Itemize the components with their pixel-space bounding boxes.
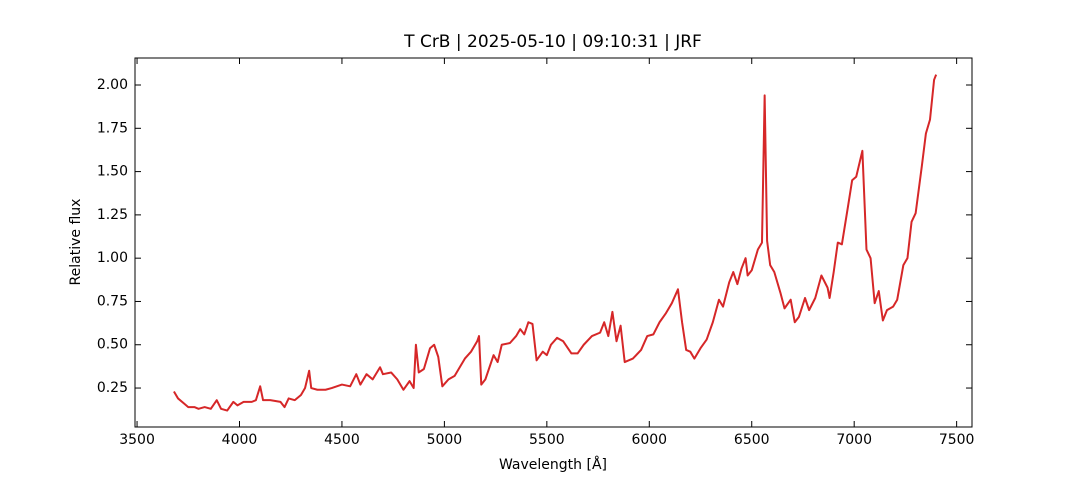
chart-title: T CrB | 2025-05-10 | 09:10:31 | JRF bbox=[403, 32, 702, 52]
y-tick-label: 2.00 bbox=[97, 77, 128, 93]
y-axis-label: Relative flux bbox=[68, 199, 84, 286]
x-tick-label: 6000 bbox=[631, 432, 667, 448]
y-tick-label: 0.50 bbox=[97, 337, 128, 353]
y-tick-label: 1.25 bbox=[97, 207, 128, 223]
x-tick-label: 4500 bbox=[324, 432, 360, 448]
plot-frame bbox=[134, 57, 973, 428]
y-tick-label: 1.00 bbox=[97, 250, 128, 266]
y-tick-label: 1.75 bbox=[97, 120, 128, 136]
x-tick-label: 5500 bbox=[529, 432, 565, 448]
y-tick-label: 0.25 bbox=[97, 380, 128, 396]
spectrum-line bbox=[173, 74, 938, 412]
x-tick-label: 6500 bbox=[734, 432, 770, 448]
x-axis-label: Wavelength [Å] bbox=[499, 456, 607, 473]
x-tick-label: 4000 bbox=[222, 432, 258, 448]
x-tick-label: 5000 bbox=[427, 432, 463, 448]
y-tick-label: 0.75 bbox=[97, 293, 128, 309]
x-tick-label: 3500 bbox=[119, 432, 155, 448]
x-tick-label: 7000 bbox=[836, 432, 872, 448]
y-tick-label: 1.50 bbox=[97, 164, 128, 180]
x-tick-label: 7500 bbox=[939, 432, 975, 448]
